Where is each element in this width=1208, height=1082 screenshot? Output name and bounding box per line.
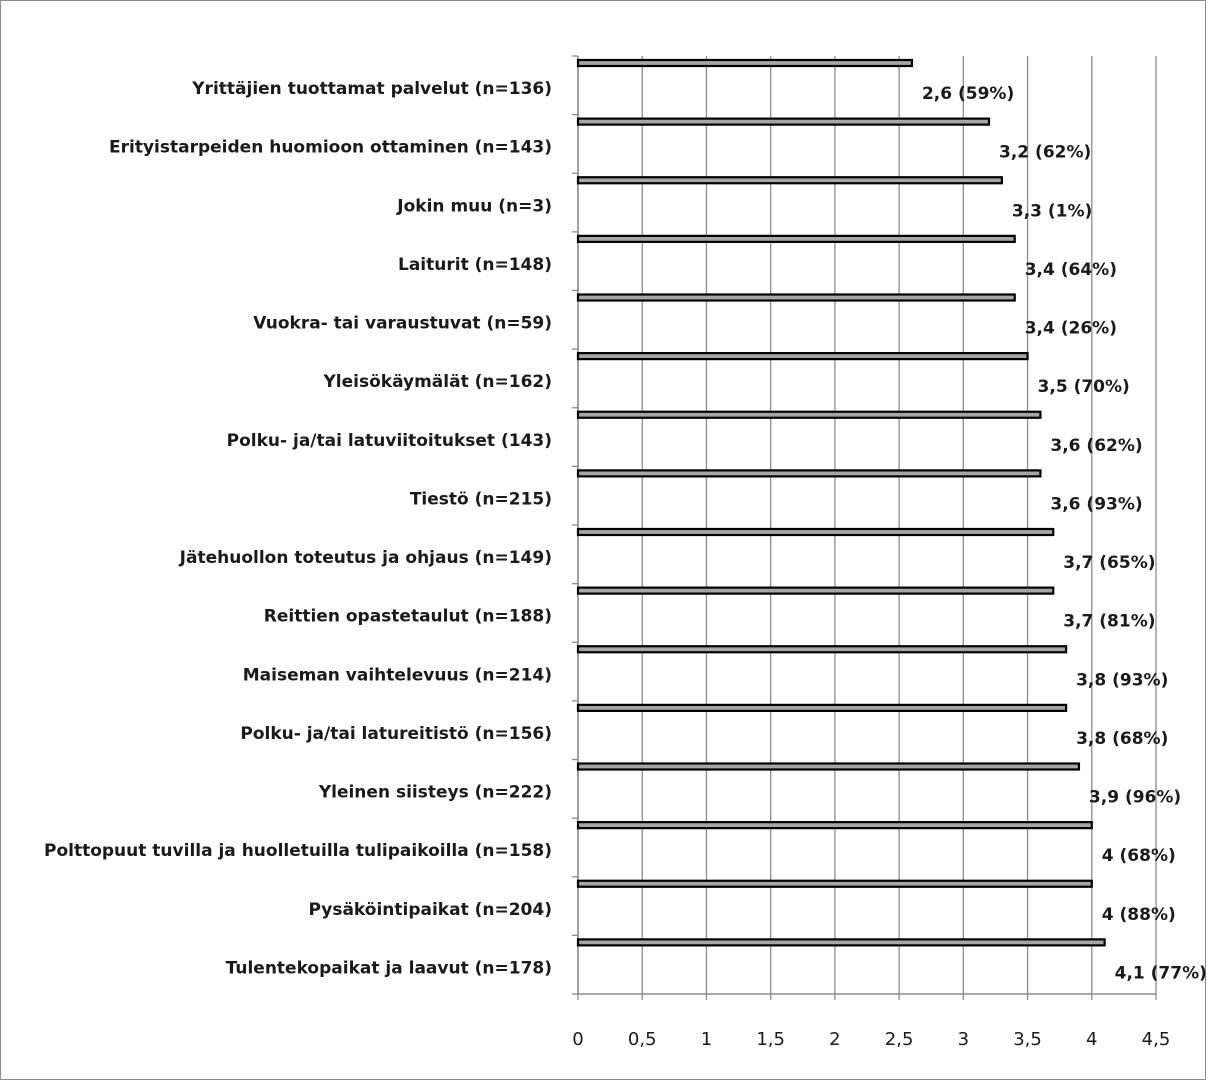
bar (576, 410, 1042, 419)
bar (576, 586, 1055, 595)
bar (576, 293, 1016, 302)
bar (576, 469, 1042, 478)
category-label: Jokin muu (n=3) (396, 196, 552, 216)
data-label: 3,8 (93%) (1076, 670, 1168, 690)
category-label: Tulentekopaikat ja laavut (n=178) (226, 958, 552, 978)
x-tick-label: 3,5 (1013, 1029, 1042, 1050)
data-label: 3,6 (93%) (1050, 494, 1142, 514)
x-tick-label: 4 (1086, 1029, 1097, 1050)
bar (576, 938, 1106, 947)
x-tick-label: 2 (829, 1029, 840, 1050)
data-label: 3,7 (81%) (1063, 612, 1155, 632)
x-tick-label: 2,5 (885, 1029, 914, 1050)
category-label: Polku- ja/tai latureitistö (n=156) (240, 724, 552, 744)
bar (576, 58, 914, 68)
data-label: 4 (88%) (1102, 905, 1176, 925)
data-label: 3,7 (65%) (1063, 553, 1155, 573)
bar (576, 645, 1068, 654)
x-tick-label: 0 (572, 1029, 583, 1050)
category-label: Jätehuollon toteutus ja ohjaus (n=149) (179, 548, 552, 568)
data-label: 3,5 (70%) (1038, 377, 1130, 397)
data-label: 4,1 (77%) (1115, 963, 1207, 983)
category-label: Maiseman vaihtelevuus (n=214) (243, 665, 552, 685)
category-label: Vuokra- tai varaustuvat (n=59) (253, 314, 552, 334)
data-label: 4 (68%) (1102, 846, 1176, 866)
x-tick-label: 3 (958, 1029, 969, 1050)
data-label: 3,4 (26%) (1025, 319, 1117, 339)
bar (576, 117, 991, 126)
bar (576, 527, 1055, 537)
bar (576, 234, 1016, 243)
data-label: 3,8 (68%) (1076, 729, 1168, 749)
data-label: 3,4 (64%) (1025, 260, 1117, 280)
x-tick-label: 0,5 (628, 1029, 657, 1050)
category-label: Yleisökäymälät (n=162) (322, 372, 552, 392)
bar (576, 821, 1093, 830)
bar (576, 703, 1068, 712)
data-label: 3,6 (62%) (1050, 436, 1142, 456)
bar (576, 352, 1029, 361)
bar (576, 879, 1093, 888)
category-label: Tiestö (n=215) (410, 489, 552, 509)
data-label: 3,2 (62%) (999, 143, 1091, 163)
data-label: 3,9 (96%) (1089, 788, 1181, 808)
category-label: Yleinen siisteys (n=222) (318, 783, 552, 803)
x-tick-label: 1,5 (756, 1029, 785, 1050)
data-label: 2,6 (59%) (922, 84, 1014, 104)
x-tick-label: 4,5 (1142, 1029, 1171, 1050)
category-label: Reittien opastetaulut (n=188) (264, 607, 552, 627)
bar (576, 762, 1081, 771)
category-label: Erityistarpeiden huomioon ottaminen (n=1… (109, 138, 552, 158)
category-label: Polttopuut tuvilla ja huolletuilla tulip… (44, 841, 552, 861)
category-label: Polku- ja/tai latuviitoitukset (143) (227, 431, 552, 451)
category-label: Yrittäjien tuottamat palvelut (n=136) (191, 79, 552, 99)
bar (576, 176, 1003, 185)
data-label: 3,3 (1%) (1012, 201, 1092, 221)
category-label: Laiturit (n=148) (398, 255, 552, 275)
category-label: Pysäköintipaikat (n=204) (308, 900, 552, 920)
x-tick-label: 1 (701, 1029, 712, 1050)
